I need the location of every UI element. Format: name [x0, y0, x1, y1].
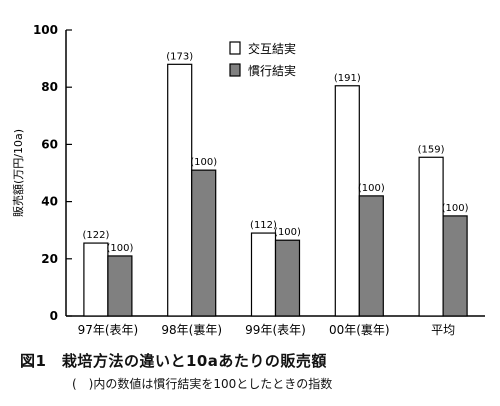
data-label: (173) [166, 51, 193, 62]
x-tick-label: 98年(裏年) [161, 322, 222, 337]
y-tick-label: 40 [41, 195, 58, 209]
figure-caption: 図1 栽培方法の違いと10aあたりの販売額 ( )内の数値は慣行結実を100とし… [20, 350, 490, 392]
data-label: (100) [358, 183, 385, 194]
legend-swatch [229, 41, 241, 55]
bar-alternate-fruiting [334, 85, 360, 317]
bar-conventional-fruiting [442, 215, 468, 317]
x-tick-label: 99年(表年) [245, 323, 306, 337]
y-tick-label: 20 [41, 252, 58, 266]
y-tick-label: 60 [41, 137, 58, 151]
bar-conventional-fruiting [358, 195, 384, 317]
data-label: (112) [250, 220, 277, 231]
data-label: (191) [334, 73, 361, 84]
figure-title: 図1 栽培方法の違いと10aあたりの販売額 [20, 352, 327, 370]
data-label: (122) [82, 230, 109, 241]
bar-conventional-fruiting [107, 255, 133, 317]
legend-label: 交互結実 [248, 41, 296, 56]
y-tick-label: 80 [41, 80, 58, 94]
bar-alternate-fruiting [167, 63, 193, 317]
data-label: (100) [274, 227, 301, 238]
figure-note: ( )内の数値は慣行結実を100としたときの指数 [72, 377, 333, 391]
legend-label: 慣行結実 [248, 63, 296, 78]
x-tick-label: 97年(表年) [78, 323, 139, 337]
data-label: (100) [106, 243, 133, 254]
bar-alternate-fruiting [83, 242, 109, 317]
x-tick-label: 平均 [431, 323, 455, 337]
data-label: (100) [442, 203, 469, 214]
bar-conventional-fruiting [274, 239, 301, 317]
bar-alternate-fruiting [250, 232, 277, 317]
x-tick-label: 00年(裏年) [329, 322, 390, 337]
legend-swatch [229, 63, 241, 77]
bar-alternate-fruiting [418, 156, 444, 317]
y-tick-label: 100 [33, 23, 58, 37]
bar-chart: 0 20 40 60 80 100 販売額(万円/10a) 97年(表年) (122) (100)… [12, 23, 485, 337]
bar-conventional-fruiting [191, 169, 217, 317]
y-axis-label: 販売額(万円/10a) [12, 129, 25, 217]
data-label: (100) [190, 157, 217, 168]
data-label: (159) [418, 144, 445, 155]
y-tick-label: 0 [50, 309, 58, 323]
